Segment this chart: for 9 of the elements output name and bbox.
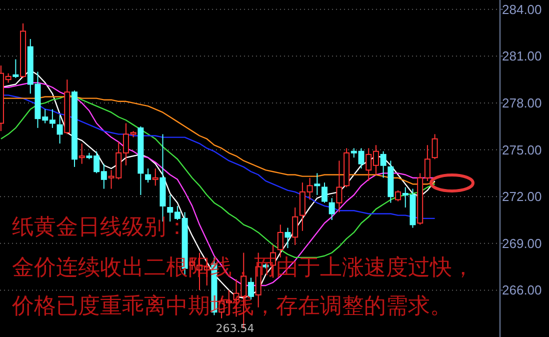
y-tick-label: 275.00: [502, 142, 542, 158]
y-tick-label: 281.00: [502, 48, 542, 64]
y-tick-label: 278.00: [502, 95, 542, 110]
annotation: 纸黄金日线级别：: [12, 214, 188, 240]
y-tick-label: 284.00: [502, 2, 542, 17]
y-tick-label: 272.00: [502, 189, 542, 204]
annotation: 263.54: [216, 322, 254, 335]
y-tick-label: 269.00: [502, 236, 542, 251]
y-tick-label: 266.00: [502, 282, 542, 298]
